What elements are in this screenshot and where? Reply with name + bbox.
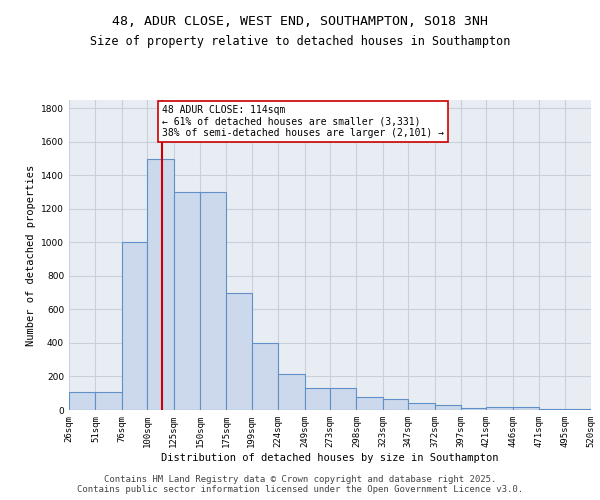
Bar [408, 404, 434, 410]
Y-axis label: Number of detached properties: Number of detached properties [26, 164, 35, 346]
Text: Size of property relative to detached houses in Southampton: Size of property relative to detached ho… [90, 35, 510, 48]
Bar [226, 292, 252, 410]
Text: 48, ADUR CLOSE, WEST END, SOUTHAMPTON, SO18 3NH: 48, ADUR CLOSE, WEST END, SOUTHAMPTON, S… [112, 15, 488, 28]
Bar [200, 192, 226, 410]
X-axis label: Distribution of detached houses by size in Southampton: Distribution of detached houses by size … [161, 452, 499, 462]
Bar [539, 409, 565, 410]
Text: 48 ADUR CLOSE: 114sqm
← 61% of detached houses are smaller (3,331)
38% of semi-d: 48 ADUR CLOSE: 114sqm ← 61% of detached … [162, 105, 444, 138]
Bar [95, 392, 122, 410]
Bar [565, 409, 591, 410]
Bar [69, 392, 95, 410]
Bar [356, 398, 383, 410]
Text: Contains public sector information licensed under the Open Government Licence v3: Contains public sector information licen… [77, 485, 523, 494]
Bar [173, 192, 200, 410]
Bar [122, 242, 147, 410]
Bar [330, 388, 356, 410]
Bar [305, 388, 330, 410]
Bar [487, 408, 513, 410]
Bar [278, 374, 305, 410]
Bar [434, 405, 461, 410]
Bar [252, 343, 278, 410]
Bar [513, 408, 539, 410]
Bar [461, 408, 487, 410]
Bar [147, 158, 173, 410]
Bar [383, 399, 408, 410]
Text: Contains HM Land Registry data © Crown copyright and database right 2025.: Contains HM Land Registry data © Crown c… [104, 474, 496, 484]
